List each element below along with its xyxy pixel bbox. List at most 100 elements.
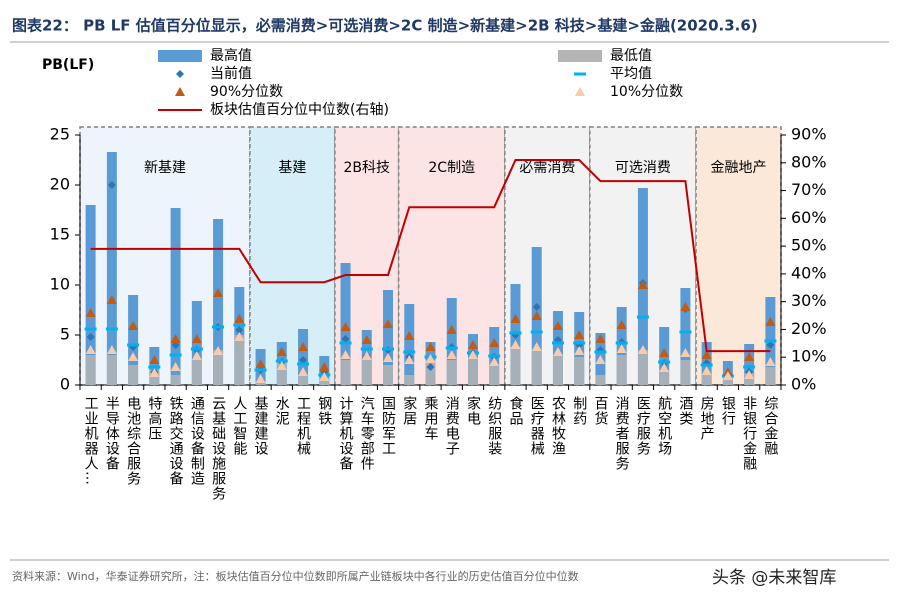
bar: [404, 375, 415, 385]
percentile-marker: [552, 321, 563, 330]
x-tick-label: 非银行金融: [741, 396, 758, 471]
y-axis-label: PB(LF): [42, 57, 94, 73]
x-tick-label: 乘用车: [422, 396, 439, 441]
average-marker: [212, 325, 225, 329]
bar: [701, 375, 712, 385]
legend-swatch: [558, 50, 602, 62]
x-tick-label: 航空机场: [656, 396, 673, 456]
percentile-marker: [383, 353, 394, 362]
x-tick-label: 综合金融: [762, 396, 779, 456]
x-tick-label: 银行: [719, 396, 736, 426]
average-marker: [488, 354, 501, 358]
bar: [680, 360, 691, 385]
source: 资料来源：Wind，华泰证券研究所，注：板块估值百分位中位数即所属产业链板块中各…: [12, 569, 579, 583]
legend-label: 最高值: [210, 47, 252, 64]
sector-label: 2B科技: [344, 160, 391, 176]
average-marker: [297, 362, 310, 366]
legend-label: 最低值: [610, 48, 652, 64]
x-tick-label: 消费者服务: [613, 396, 630, 471]
y2-tick-label: 90%: [791, 125, 827, 144]
average-marker: [190, 347, 203, 351]
average-marker: [658, 360, 671, 364]
y2-tick-label: 20%: [791, 319, 827, 338]
current-marker: [341, 335, 350, 343]
percentile-marker: [595, 334, 606, 343]
bar: [149, 370, 160, 385]
bar: [361, 360, 372, 385]
percentile-marker: [106, 345, 117, 354]
percentile-marker: [85, 345, 96, 354]
current-marker: [299, 356, 308, 364]
percentile-marker: [701, 366, 712, 375]
percentile-marker: [255, 359, 266, 368]
percentile-marker: [404, 331, 415, 340]
percentile-marker: [637, 280, 648, 289]
percentile-marker: [85, 308, 96, 317]
percentile-marker: [149, 355, 160, 364]
sector-label: 金融地产: [711, 160, 767, 176]
percentile-marker: [531, 311, 542, 320]
bar: [276, 362, 287, 385]
percentile-marker: [191, 334, 202, 343]
x-tick-label: 水泥: [273, 396, 290, 426]
y2-tick-label: 40%: [791, 263, 827, 282]
sector-label: 可选消费: [615, 160, 671, 176]
percentile-marker: [616, 320, 627, 329]
legend-label: 板块估值百分位中位数(右轴): [210, 102, 389, 118]
bar: [404, 304, 415, 385]
percentile-marker: [510, 340, 521, 349]
x-tick-label: 计算机设备: [337, 396, 354, 471]
bar: [446, 298, 457, 385]
percentile-marker: [701, 350, 712, 359]
average-marker: [615, 341, 628, 345]
x-tick-label: 钢铁: [316, 396, 333, 426]
average-marker: [509, 331, 522, 335]
percentile-marker: [149, 368, 160, 377]
bar: [765, 367, 776, 385]
bar: [298, 375, 309, 385]
average-marker: [700, 363, 713, 367]
x-tick-label: 消费电子: [443, 396, 460, 456]
x-tick-label: 云基础设施服务: [210, 396, 227, 501]
percentile-marker: [425, 342, 436, 351]
percentile-marker: [531, 342, 542, 351]
legend-swatch: [574, 72, 586, 76]
bar: [722, 377, 733, 385]
percentile-marker: [298, 367, 309, 376]
sector-label: 新基建: [144, 159, 186, 176]
average-marker: [530, 330, 543, 334]
average-marker: [551, 341, 564, 345]
x-tick-label: 农林牧渔: [549, 396, 566, 456]
current-marker: [426, 363, 435, 371]
percentile-marker: [361, 335, 372, 344]
percentile-marker: [276, 347, 287, 356]
percentile-marker: [765, 317, 776, 326]
bar: [446, 360, 457, 385]
y2-tick-label: 80%: [791, 152, 827, 171]
y2-tick-label: 30%: [791, 291, 827, 310]
percentile-marker: [213, 346, 224, 355]
percentile-marker: [404, 355, 415, 364]
watermark: 头条 @未来智库: [712, 568, 836, 588]
percentile-marker: [680, 302, 691, 311]
percentile-marker: [574, 330, 585, 339]
bar: [170, 375, 181, 385]
x-tick-label: 百货: [592, 396, 609, 426]
y-tick-label: 20: [50, 175, 70, 194]
bar: [85, 205, 96, 385]
x-tick-label: 通信设备制造: [188, 396, 205, 486]
percentile-marker: [467, 350, 478, 359]
x-tick-label: 工程机械: [295, 396, 312, 456]
percentile-marker: [574, 346, 585, 355]
average-marker: [679, 330, 692, 334]
percentile-marker: [595, 355, 606, 364]
y2-tick-label: 0%: [791, 375, 816, 394]
x-tick-label: 电池综合服务: [125, 396, 142, 486]
current-marker: [235, 326, 244, 334]
sector-box: [249, 126, 336, 386]
x-tick-label: 人工智能: [231, 396, 248, 456]
percentile-marker: [616, 344, 627, 353]
percentile-marker: [128, 352, 139, 361]
bar: [191, 360, 202, 385]
x-tick-label: 酒类: [677, 396, 694, 426]
